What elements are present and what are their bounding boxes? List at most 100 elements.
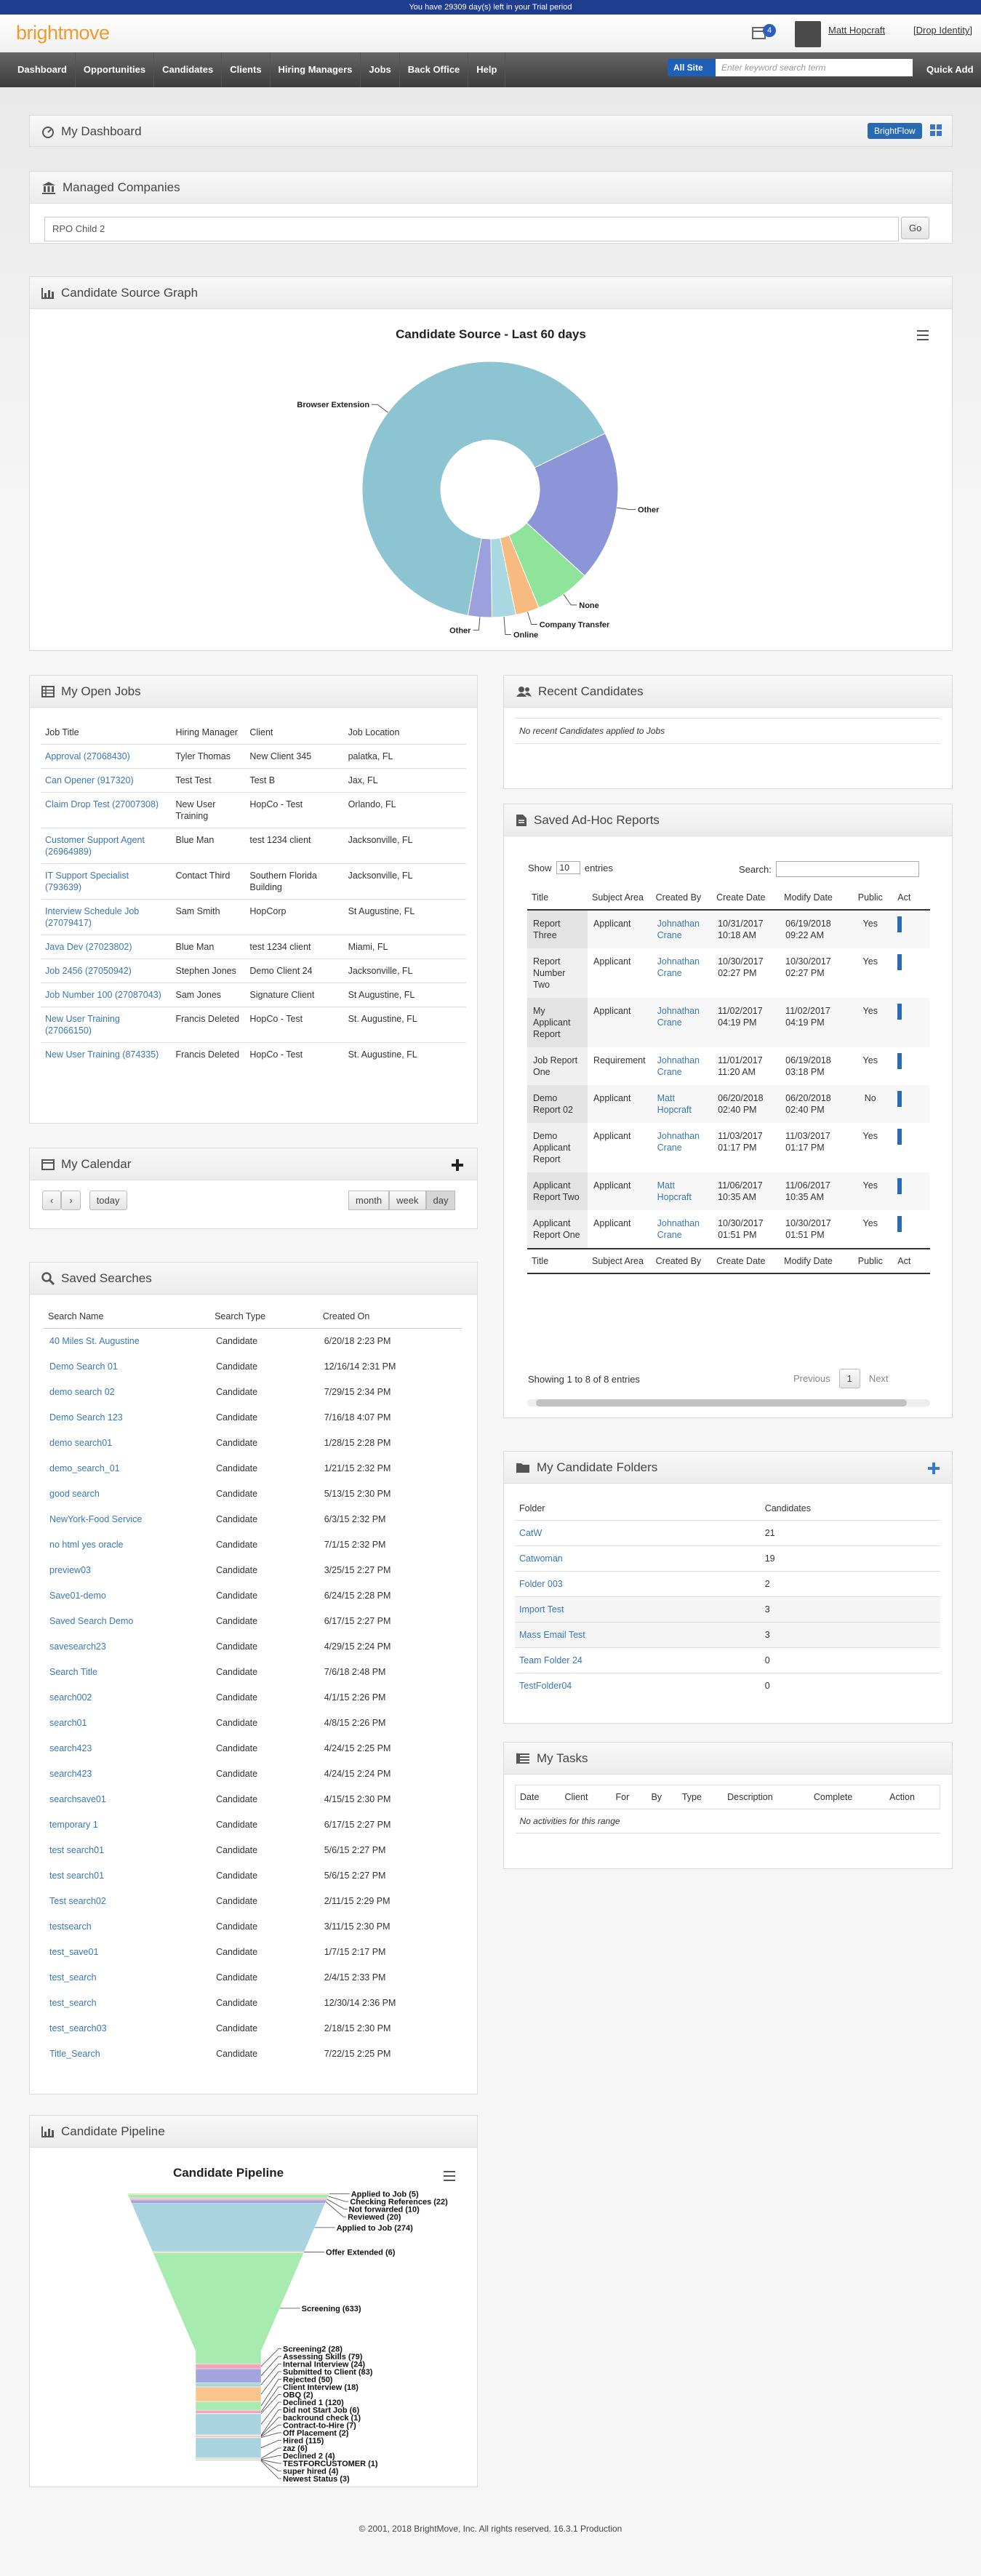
link[interactable]: Johnathan Crane (657, 1218, 700, 1240)
avatar[interactable] (795, 21, 821, 47)
link[interactable]: savesearch23 (49, 1641, 106, 1652)
add-icon[interactable] (451, 1159, 464, 1172)
link[interactable]: test search01 (49, 1845, 105, 1855)
link[interactable]: good search (49, 1489, 100, 1499)
today-button[interactable]: today (89, 1191, 127, 1210)
drop-identity[interactable]: [Drop Identity] (913, 25, 972, 36)
link[interactable]: test_save01 (49, 1947, 99, 1957)
link[interactable]: Demo Search 01 (49, 1361, 118, 1372)
jobs-scroll[interactable]: Job Title Hiring Manager Client Job Locatio… (41, 721, 466, 1119)
link[interactable]: Interview Schedule Job (27079417) (45, 906, 140, 928)
action-button[interactable] (897, 1216, 902, 1232)
link[interactable]: Java Dev (27023802) (45, 942, 132, 952)
link[interactable]: temporary 1 (49, 1820, 98, 1830)
go-button[interactable]: Go (901, 217, 930, 239)
user-menu[interactable]: Matt Hopcraft (828, 25, 886, 36)
action-button[interactable] (897, 1053, 902, 1069)
label-connector (473, 617, 481, 631)
link[interactable]: search423 (49, 1743, 92, 1753)
link[interactable]: Johnathan Crane (657, 1055, 700, 1077)
link[interactable]: demo_search_01 (49, 1463, 120, 1473)
link[interactable]: preview03 (49, 1565, 91, 1575)
view-button[interactable]: week (389, 1191, 426, 1210)
link[interactable]: test_search03 (49, 2023, 107, 2033)
link[interactable]: Demo Search 123 (49, 1412, 123, 1423)
search-scope[interactable]: All Site (668, 59, 716, 76)
nav-item[interactable]: Opportunities (76, 52, 155, 87)
scroll-thumb[interactable] (536, 1399, 907, 1407)
link[interactable]: searchsave01 (49, 1794, 106, 1804)
brightflow-button[interactable]: BrightFlow (868, 123, 922, 139)
nav-item[interactable]: Candidates (154, 52, 223, 87)
action-button[interactable] (897, 1129, 902, 1145)
notification-badge[interactable]: 4 (763, 24, 776, 37)
action-button[interactable] (897, 954, 902, 970)
link[interactable]: test_search (49, 1972, 97, 1983)
prev-button[interactable]: ‹ (42, 1191, 62, 1210)
add-icon[interactable] (927, 1462, 940, 1475)
link[interactable]: Saved Search Demo (49, 1616, 134, 1626)
link[interactable]: Matt Hopcraft (657, 1180, 692, 1202)
link[interactable]: Job Number 100 (27087043) (45, 990, 161, 1000)
link[interactable]: no html yes oracle (49, 1540, 124, 1550)
search-input[interactable]: Enter keyword search term (716, 59, 913, 76)
logo[interactable]: brightmove (16, 22, 110, 44)
page-button[interactable]: 1 (838, 1369, 860, 1388)
nav-item[interactable]: Hiring Managers (271, 52, 361, 87)
nav-item[interactable]: Clients (222, 52, 271, 87)
link[interactable]: search002 (49, 1692, 92, 1703)
link[interactable]: search423 (49, 1769, 92, 1779)
h-scrollbar[interactable] (527, 1399, 930, 1407)
link[interactable]: Matt Hopcraft (657, 1093, 692, 1115)
link[interactable]: test_search (49, 1998, 97, 2008)
link[interactable]: Johnathan Crane (657, 1131, 700, 1153)
link[interactable]: demo search01 (49, 1438, 113, 1448)
link[interactable]: testsearch (49, 1921, 92, 1932)
link[interactable]: Johnathan Crane (657, 1006, 700, 1028)
link[interactable]: Test search02 (49, 1896, 106, 1906)
nav-item[interactable]: Jobs (361, 52, 400, 87)
link[interactable]: Title_Search (49, 2049, 100, 2059)
page-size-select[interactable]: 10 (556, 861, 580, 874)
link[interactable]: CatW (519, 1528, 542, 1538)
action-button[interactable] (897, 1178, 902, 1194)
link[interactable]: Customer Support Agent (26964989) (45, 835, 145, 857)
grid-icon[interactable] (930, 124, 942, 136)
link[interactable]: Save01-demo (49, 1591, 106, 1601)
link[interactable]: Catwoman (519, 1553, 563, 1564)
link[interactable]: New User Training (874335) (45, 1049, 159, 1060)
search-box[interactable] (775, 861, 919, 877)
nav-item[interactable]: Help (468, 52, 506, 87)
link[interactable]: demo search 02 (49, 1387, 115, 1397)
link[interactable]: Approval (27068430) (45, 751, 130, 761)
link[interactable]: Import Test (519, 1604, 564, 1615)
link[interactable]: Can Opener (917320) (45, 775, 134, 785)
next-button[interactable]: › (61, 1191, 81, 1210)
link[interactable]: Johnathan Crane (657, 919, 700, 940)
action-button[interactable] (897, 1091, 902, 1107)
link[interactable]: search01 (49, 1718, 87, 1728)
link[interactable]: NewYork-Food Service (49, 1514, 143, 1524)
next[interactable]: Next (868, 1373, 889, 1384)
company-select[interactable]: RPO Child 2 (44, 217, 899, 241)
view-button[interactable]: month (348, 1191, 390, 1210)
nav-item[interactable]: Dashboard (9, 52, 76, 87)
link[interactable]: TestFolder04 (519, 1681, 572, 1691)
quick-add[interactable]: Quick Add (926, 64, 974, 75)
action-button[interactable] (897, 1004, 902, 1020)
link[interactable]: IT Support Specialist (793639) (45, 871, 129, 892)
previous[interactable]: Previous (793, 1373, 830, 1384)
link[interactable]: Johnathan Crane (657, 956, 700, 978)
link[interactable]: Job 2456 (27050942) (45, 966, 132, 976)
link[interactable]: test search01 (49, 1871, 105, 1881)
link[interactable]: New User Training (27066150) (45, 1014, 120, 1036)
link[interactable]: Folder 003 (519, 1579, 563, 1589)
link[interactable]: Team Folder 24 (519, 1655, 582, 1665)
nav-item[interactable]: Back Office (400, 52, 469, 87)
link[interactable]: 40 Miles St. Augustine (49, 1336, 140, 1346)
action-button[interactable] (897, 916, 902, 932)
link[interactable]: Claim Drop Test (27007308) (45, 799, 159, 809)
view-button[interactable]: day (425, 1191, 456, 1210)
link[interactable]: Mass Email Test (519, 1630, 585, 1640)
link[interactable]: Search Title (49, 1667, 98, 1677)
